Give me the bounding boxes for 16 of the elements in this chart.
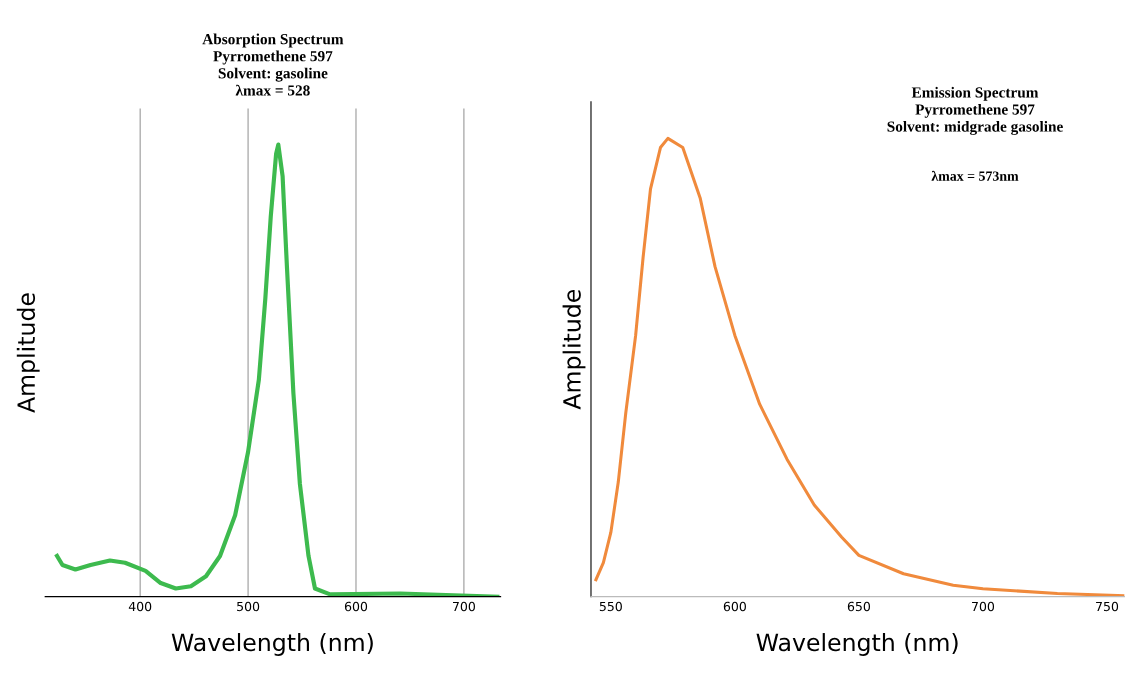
x-tick-label: 700 bbox=[972, 601, 995, 612]
chart-subtitle: λmax = 528 bbox=[235, 84, 310, 96]
x-axis-title: Wavelength (nm) bbox=[171, 633, 373, 656]
x-tick-label: 700 bbox=[453, 601, 475, 612]
x-tick-label: 550 bbox=[599, 601, 622, 612]
text: λmax = 573nm bbox=[931, 170, 1019, 181]
y-axis-title: Amplitude bbox=[562, 289, 586, 410]
x-axis-title: Wavelength (nm) bbox=[756, 633, 958, 656]
x-tick-label: 750 bbox=[1096, 601, 1119, 612]
x-tick-label: 500 bbox=[237, 601, 260, 612]
x-tick-label: 650 bbox=[847, 601, 871, 612]
chart-title: Emission Spectrum Pyrromethene 597 Solvent: midgrade gasoline bbox=[887, 86, 1063, 135]
x-tick-label: 600 bbox=[344, 601, 368, 612]
x-tick-label: 400 bbox=[128, 601, 152, 612]
y-axis-title: Amplitude bbox=[16, 293, 40, 413]
x-tick-label: 600 bbox=[723, 601, 746, 612]
